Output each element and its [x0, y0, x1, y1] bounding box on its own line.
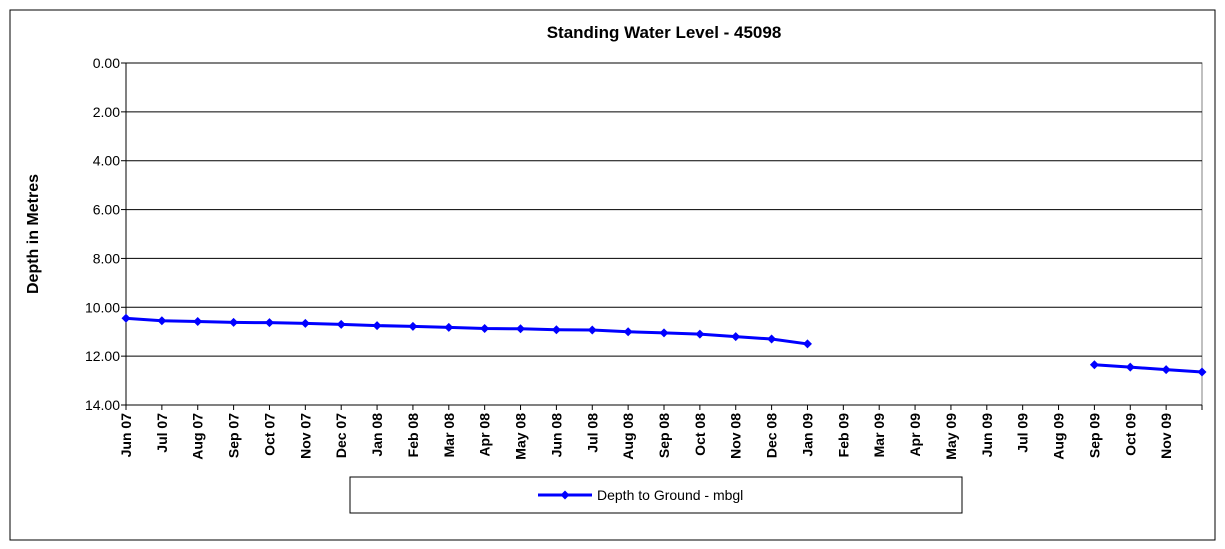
x-tick-label: Dec 07	[333, 413, 349, 458]
x-tick-label: Jan 08	[369, 413, 385, 457]
y-tick-label: 14.00	[85, 397, 120, 413]
legend-marker	[560, 490, 570, 500]
series-line	[125, 316, 1203, 374]
point	[731, 332, 741, 342]
y-tick-label: 12.00	[85, 348, 120, 364]
point	[372, 321, 382, 331]
point	[157, 316, 167, 326]
y-tick-label: 4.00	[93, 153, 120, 169]
x-tick-label: Apr 08	[477, 413, 493, 457]
x-tick-label: Nov 09	[1158, 413, 1174, 459]
y-tick-label: 0.00	[93, 55, 120, 71]
x-tick-label: Feb 09	[835, 413, 851, 458]
point	[767, 334, 777, 344]
point	[516, 324, 526, 334]
point	[802, 339, 812, 349]
point	[408, 321, 418, 331]
x-tick-label: Sep 09	[1086, 413, 1102, 458]
point	[623, 327, 633, 337]
x-tick-label: Aug 08	[620, 413, 636, 460]
point	[336, 319, 346, 329]
point	[121, 313, 131, 323]
point	[659, 328, 669, 338]
x-tick-label: Jun 07	[118, 413, 134, 458]
x-tick-label: Oct 09	[1122, 413, 1138, 456]
x-tick-label: Jul 07	[154, 413, 170, 453]
x-tick-label: Oct 07	[261, 413, 277, 456]
point	[1125, 362, 1135, 372]
x-tick-label: Nov 07	[297, 413, 313, 459]
point	[480, 324, 490, 334]
point	[193, 316, 203, 326]
x-tick-label: Jul 08	[584, 413, 600, 453]
x-tick-label: Jan 09	[799, 413, 815, 457]
x-tick-label: Aug 09	[1051, 413, 1067, 460]
x-tick-label: Feb 08	[405, 413, 421, 458]
plot-area	[125, 62, 1203, 406]
y-axis-title: Depth in Metres	[25, 174, 42, 294]
x-tick-label: Jul 09	[1015, 413, 1031, 453]
x-tick-label: Apr 09	[907, 413, 923, 457]
x-tick-label: Mar 09	[871, 413, 887, 458]
point	[300, 318, 310, 328]
point	[264, 318, 274, 328]
point	[1089, 360, 1099, 370]
legend-label: Depth to Ground - mbgl	[597, 487, 743, 503]
y-tick-label: 10.00	[85, 299, 120, 315]
point	[695, 329, 705, 339]
x-tick-label: Jun 09	[979, 413, 995, 458]
x-tick-label: Mar 08	[441, 413, 457, 458]
x-tick-label: Jun 08	[548, 413, 564, 458]
point	[444, 322, 454, 332]
point	[1161, 365, 1171, 375]
x-tick-label: May 08	[513, 413, 529, 460]
point	[587, 325, 597, 335]
legend	[349, 476, 963, 514]
point	[229, 317, 239, 327]
point	[1197, 367, 1207, 377]
y-tick-label: 8.00	[93, 250, 120, 266]
y-tick-label: 6.00	[93, 202, 120, 218]
x-tick-label: Dec 08	[764, 413, 780, 458]
point	[551, 325, 561, 335]
x-tick-label: Sep 08	[656, 413, 672, 458]
x-tick-label: Nov 08	[728, 413, 744, 459]
x-tick-label: Sep 07	[226, 413, 242, 458]
x-tick-label: Oct 08	[692, 413, 708, 456]
x-tick-label: Aug 07	[190, 413, 206, 460]
y-tick-label: 2.00	[93, 104, 120, 120]
x-tick-label: May 09	[943, 413, 959, 460]
chart-title: Standing Water Level - 45098	[547, 23, 782, 42]
